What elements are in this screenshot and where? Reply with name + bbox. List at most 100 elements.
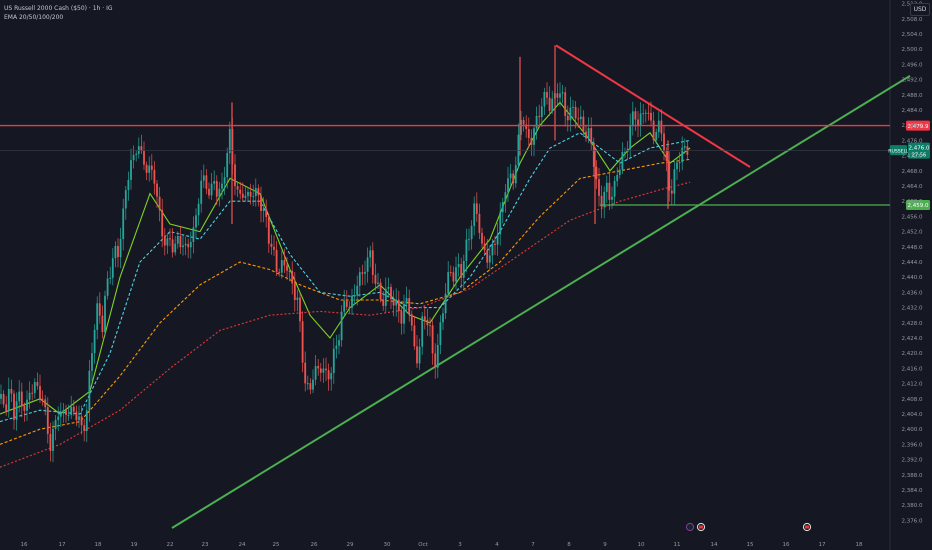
candle xyxy=(470,225,473,240)
candle xyxy=(681,147,684,163)
candle xyxy=(46,407,49,434)
candle xyxy=(676,162,678,170)
support-price-tag: 2,459.0 xyxy=(908,203,929,209)
candle xyxy=(59,413,62,417)
y-tick-label: 2,504.0 xyxy=(902,32,923,38)
candle xyxy=(465,239,468,261)
candle xyxy=(314,366,317,380)
candle xyxy=(356,285,359,296)
candle xyxy=(660,120,663,134)
candle xyxy=(624,151,626,153)
candle xyxy=(213,181,216,184)
candle xyxy=(70,406,73,415)
x-tick-label: 30 xyxy=(384,542,391,548)
candle xyxy=(509,173,512,179)
candle xyxy=(260,195,262,211)
candle xyxy=(455,267,457,282)
candle xyxy=(462,260,465,278)
candle xyxy=(291,270,294,284)
candle xyxy=(195,215,197,228)
candle xyxy=(395,299,398,306)
candle xyxy=(569,107,572,121)
candle xyxy=(49,433,52,451)
candle xyxy=(665,151,668,161)
x-tick-label: 17 xyxy=(59,542,66,548)
y-tick-label: 2,420.0 xyxy=(902,351,923,357)
candle xyxy=(598,179,600,196)
candle xyxy=(143,150,145,165)
resistance-price-tag-bg xyxy=(906,120,930,131)
candle xyxy=(83,425,86,431)
y-tick-label: 2,432.0 xyxy=(902,306,923,312)
candle xyxy=(668,160,671,191)
candle xyxy=(358,272,361,286)
candle xyxy=(286,265,288,271)
trendlines xyxy=(171,44,911,529)
candle xyxy=(520,119,522,135)
candle xyxy=(325,368,327,371)
y-tick-label: 2,376.0 xyxy=(902,518,923,524)
candle xyxy=(299,297,301,322)
candle xyxy=(663,133,665,152)
candle xyxy=(117,245,119,258)
candle xyxy=(590,128,593,144)
candle xyxy=(184,243,187,246)
candle xyxy=(0,394,2,399)
candle xyxy=(156,183,158,197)
support-trendline xyxy=(171,74,911,529)
support-price-tag-bg xyxy=(906,200,930,210)
y-tick-label: 2,492.0 xyxy=(902,78,923,84)
event-marker-icon xyxy=(685,522,695,532)
candle xyxy=(444,293,447,314)
candle xyxy=(390,286,392,300)
candle xyxy=(171,239,174,253)
candle xyxy=(13,393,15,420)
candle xyxy=(650,112,652,121)
candle xyxy=(483,243,486,251)
candle xyxy=(416,346,418,364)
candle xyxy=(67,414,70,416)
candle xyxy=(296,297,299,300)
countdown-label: 27:56 xyxy=(912,153,926,159)
candle xyxy=(364,271,366,274)
candle xyxy=(150,165,153,170)
y-tick-label: 2,456.0 xyxy=(902,214,923,220)
candle xyxy=(499,212,502,235)
candle xyxy=(239,189,242,194)
candle xyxy=(301,321,304,363)
candle xyxy=(267,217,270,244)
candle xyxy=(522,119,525,125)
candle xyxy=(161,210,164,237)
currency-button[interactable]: USD xyxy=(910,3,930,16)
candle xyxy=(226,153,229,178)
candle xyxy=(561,92,564,94)
candle xyxy=(312,379,314,390)
x-tick-label: 19 xyxy=(131,542,138,548)
candle xyxy=(629,124,632,150)
candle xyxy=(574,106,577,119)
y-tick-label: 2,436.0 xyxy=(902,290,923,296)
candle xyxy=(439,322,442,345)
event-markers xyxy=(685,522,812,532)
candle xyxy=(426,319,429,326)
candle xyxy=(340,311,343,341)
candle xyxy=(304,362,307,384)
candle xyxy=(379,282,382,300)
candle xyxy=(353,295,356,297)
candle xyxy=(179,236,182,248)
candle xyxy=(613,181,616,197)
candle xyxy=(96,303,99,330)
y-tick-label: 2,508.0 xyxy=(902,17,923,23)
candle xyxy=(306,383,309,385)
candle xyxy=(452,272,455,282)
y-tick-label: 2,392.0 xyxy=(902,458,923,464)
candle xyxy=(98,303,101,316)
candle xyxy=(572,106,574,108)
candle xyxy=(241,193,244,198)
x-tick-label: 11 xyxy=(674,542,681,548)
candle xyxy=(78,416,80,421)
y-tick-label: 2,464.0 xyxy=(902,184,923,190)
candle xyxy=(44,399,47,408)
